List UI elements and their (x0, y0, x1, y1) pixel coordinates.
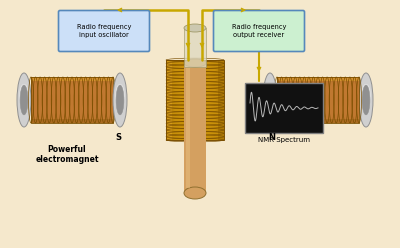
Bar (31, 77, 113, 81)
Text: S: S (115, 133, 121, 142)
Text: NMR Spectrum: NMR Spectrum (258, 137, 310, 143)
Ellipse shape (20, 85, 28, 115)
Bar (277, 77, 359, 123)
Ellipse shape (184, 24, 206, 32)
Bar (184, 28, 206, 67)
Bar (31, 77, 113, 123)
Text: N: N (268, 133, 276, 142)
Bar (184, 63, 206, 193)
Bar (31, 119, 113, 123)
Ellipse shape (19, 84, 29, 105)
Ellipse shape (184, 59, 206, 67)
Bar (166, 60, 224, 140)
Bar (166, 60, 224, 140)
Ellipse shape (266, 85, 274, 115)
Ellipse shape (17, 73, 31, 127)
Bar (186, 68, 190, 188)
Bar (166, 60, 172, 140)
Bar (245, 83, 323, 133)
Text: Radio frequency
output receiver: Radio frequency output receiver (232, 24, 286, 38)
Bar (277, 77, 359, 123)
Ellipse shape (362, 85, 370, 115)
Bar (277, 119, 359, 123)
Ellipse shape (115, 84, 125, 105)
Ellipse shape (265, 84, 275, 105)
Ellipse shape (184, 187, 206, 199)
Text: Radio frequency
input oscillator: Radio frequency input oscillator (77, 24, 131, 38)
FancyBboxPatch shape (58, 10, 150, 52)
Ellipse shape (116, 85, 124, 115)
Ellipse shape (113, 73, 127, 127)
Bar (277, 77, 359, 81)
Ellipse shape (263, 73, 277, 127)
Bar (218, 60, 224, 140)
Bar (31, 77, 113, 123)
FancyBboxPatch shape (214, 10, 304, 52)
Text: Powerful
electromagnet: Powerful electromagnet (35, 145, 99, 164)
Ellipse shape (359, 73, 373, 127)
Ellipse shape (361, 84, 371, 105)
